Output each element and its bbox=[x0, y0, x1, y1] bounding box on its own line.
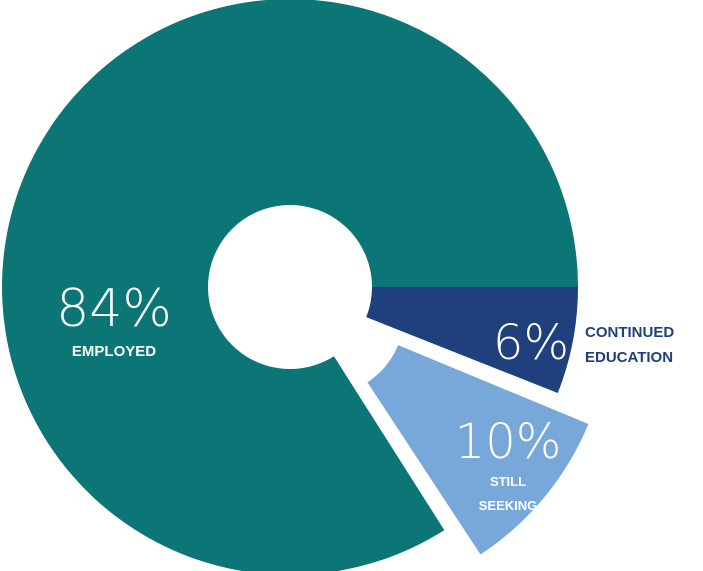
pie-slice-still-seeking bbox=[367, 345, 589, 555]
data-label-continued-education-value: 6% bbox=[493, 315, 569, 371]
data-label-still-seeking-line1: STILL bbox=[490, 474, 526, 489]
pie-slice-employed bbox=[2, 0, 578, 571]
data-label-employed-name: EMPLOYED bbox=[72, 343, 156, 360]
data-label-continued-education-line1: CONTINUED bbox=[585, 324, 674, 341]
data-label-still-seeking-line2: SEEKING bbox=[479, 498, 538, 513]
pie-slice-continued-education bbox=[366, 287, 578, 394]
data-label-continued-education-line2: EDUCATION bbox=[585, 349, 673, 366]
data-label-still-seeking-value: 10% bbox=[455, 414, 562, 470]
data-label-employed-value: 84% bbox=[56, 279, 172, 339]
